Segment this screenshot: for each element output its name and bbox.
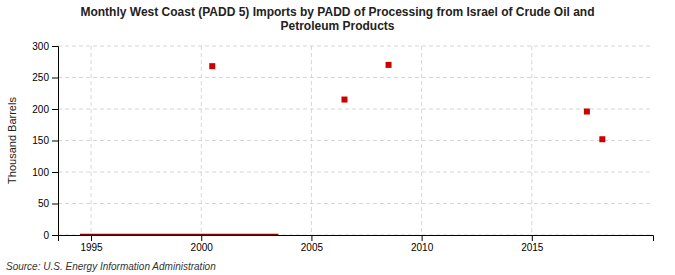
y-tick-mark bbox=[52, 141, 58, 142]
y-tick-label: 100 bbox=[32, 167, 49, 178]
x-tick: 2015 bbox=[521, 235, 544, 253]
grid-line-y bbox=[58, 172, 653, 173]
point bbox=[599, 136, 605, 142]
y-tick-mark bbox=[52, 235, 58, 236]
x-tick-mark bbox=[91, 235, 92, 241]
x-tick: 2000 bbox=[191, 235, 214, 253]
y-tick-mark bbox=[52, 109, 58, 110]
y-tick-mark bbox=[52, 46, 58, 47]
x-tick-mark bbox=[422, 235, 423, 241]
x-axis: 1995 2000 2005 2010 2015 bbox=[59, 235, 654, 253]
x-tick-label: 2015 bbox=[521, 242, 544, 253]
grid-line-y bbox=[58, 77, 653, 78]
grid-line-y bbox=[58, 109, 653, 110]
x-tick-label: 2010 bbox=[411, 242, 434, 253]
point bbox=[209, 63, 215, 69]
y-tick-mark bbox=[52, 78, 58, 79]
x-axis-line bbox=[59, 236, 654, 242]
grid-line-y bbox=[58, 140, 653, 141]
y-tick-mark bbox=[52, 204, 58, 205]
x-tick-label: 2005 bbox=[301, 242, 324, 253]
y-tick: 0 bbox=[43, 230, 58, 241]
y-tick: 150 bbox=[32, 135, 58, 146]
y-tick: 200 bbox=[32, 104, 58, 115]
x-tick: 2005 bbox=[301, 235, 324, 253]
x-tick-label: 2000 bbox=[191, 242, 214, 253]
grid-line-y bbox=[58, 203, 653, 204]
grid-line-y bbox=[58, 46, 653, 47]
y-tick: 100 bbox=[32, 167, 58, 178]
grid-line-x bbox=[201, 46, 202, 235]
y-tick-label: 0 bbox=[43, 230, 49, 241]
grid-line-x bbox=[531, 46, 532, 235]
x-tick-mark bbox=[201, 235, 202, 241]
y-tick-label: 50 bbox=[38, 198, 50, 209]
y-tick: 250 bbox=[32, 72, 58, 83]
x-tick: 1995 bbox=[80, 235, 103, 253]
grid-line-x bbox=[91, 46, 92, 235]
x-tick-mark bbox=[311, 235, 312, 241]
point bbox=[386, 62, 392, 68]
source: Source: U.S. Energy Information Administ… bbox=[6, 261, 216, 272]
x-tick-mark bbox=[532, 235, 533, 241]
y-tick-label: 300 bbox=[32, 41, 49, 52]
point bbox=[341, 97, 347, 103]
y-tick-label: 250 bbox=[32, 72, 49, 83]
x-tick-label: 1995 bbox=[80, 242, 103, 253]
y-axis-line bbox=[52, 47, 59, 236]
line bbox=[80, 234, 278, 235]
x-tick: 2010 bbox=[411, 235, 434, 253]
y-tick-label: 150 bbox=[32, 135, 49, 146]
plot-area bbox=[80, 62, 605, 235]
title: Monthly West Coast (PADD 5) Imports by P… bbox=[80, 5, 594, 33]
chart: 1995 2000 2005 2010 2015 0 50 100 150 200 250 300 Mo… bbox=[0, 0, 675, 275]
grid-line-x bbox=[421, 46, 422, 235]
grid-line-x bbox=[311, 46, 312, 235]
y-tick: 50 bbox=[38, 198, 58, 209]
y-tick: 300 bbox=[32, 41, 58, 52]
grid bbox=[58, 46, 653, 235]
y-tick-label: 200 bbox=[32, 104, 49, 115]
y-axis-title: Thousand Barrels bbox=[6, 97, 18, 184]
y-axis: 0 50 100 150 200 250 300 bbox=[32, 41, 58, 241]
y-tick-mark bbox=[52, 172, 58, 173]
point bbox=[584, 109, 590, 115]
